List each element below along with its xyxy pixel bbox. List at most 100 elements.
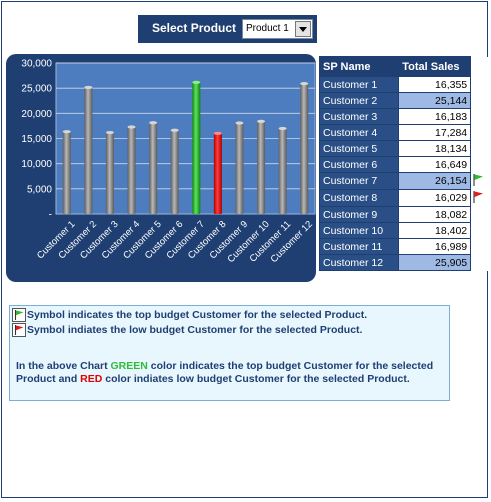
- green-flag-icon: [12, 308, 26, 322]
- sales-table: SP Name Total Sales Customer 1 16,355 Cus…: [318, 56, 491, 271]
- row-name: Customer 4: [318, 124, 400, 141]
- flag-cell: [470, 124, 491, 141]
- table-row: Customer 10 18,402: [318, 222, 491, 239]
- legend-red-word: RED: [80, 372, 103, 385]
- row-value: 16,355: [398, 76, 472, 93]
- y-tick-label: 30,000: [21, 59, 52, 70]
- y-tick-label: 25,000: [21, 84, 52, 95]
- legend-top-text: Symbol indicates the top budget Customer…: [27, 308, 368, 321]
- flag-cell: [470, 238, 491, 255]
- product-selector-bar: Select Product Product 1: [138, 15, 317, 43]
- table-row: Customer 7 26,154: [318, 172, 491, 190]
- flag-cell: [470, 222, 491, 239]
- table-row: Customer 8 16,029: [318, 189, 491, 207]
- row-name: Customer 8: [318, 189, 400, 207]
- row-name: Customer 2: [318, 92, 400, 109]
- bar: [300, 83, 309, 214]
- table-row: Customer 1 16,355: [318, 76, 491, 93]
- bar: [127, 127, 136, 214]
- bar: [170, 130, 179, 214]
- bar: [84, 87, 93, 214]
- row-name: Customer 10: [318, 222, 400, 239]
- bar-cap: [300, 82, 309, 86]
- flag-cell: [470, 76, 491, 93]
- row-name: Customer 9: [318, 206, 400, 223]
- bar: [192, 82, 201, 214]
- red-flag-icon: [473, 190, 484, 203]
- row-value: 25,144: [398, 92, 472, 109]
- flag-column-header: [470, 56, 491, 77]
- legend-green-word: GREEN: [110, 360, 148, 372]
- bar-cap: [170, 128, 179, 132]
- sales-bar-chart: -5,00010,00015,00020,00025,00030,000Cust…: [21, 59, 316, 265]
- y-tick-label: 15,000: [21, 134, 52, 145]
- green-flag-icon: [473, 173, 484, 186]
- row-value: 26,154: [398, 172, 472, 190]
- select-product-label: Select Product: [152, 21, 237, 35]
- bar-cap: [257, 119, 266, 123]
- table-row: Customer 4 17,284: [318, 124, 491, 141]
- y-tick-label: 10,000: [21, 159, 52, 170]
- flag-cell: [470, 156, 491, 173]
- flag-cell: [470, 140, 491, 157]
- y-tick-label: 5,000: [27, 184, 52, 195]
- bar: [149, 122, 158, 214]
- bar: [257, 121, 266, 214]
- bar: [62, 131, 71, 214]
- row-value: 16,029: [398, 189, 472, 207]
- sales-chart-panel: -5,000 10,000 15,000 20,000 25,000 30,000 Cust…: [6, 54, 316, 282]
- bar: [213, 133, 222, 214]
- product-select-value: Product 1: [246, 23, 289, 34]
- bar: [105, 132, 114, 214]
- flag-cell: [470, 92, 491, 109]
- flag-cell: [470, 206, 491, 223]
- legend-box: Symbol indicates the top budget Customer…: [9, 305, 450, 401]
- flag-cell: [470, 254, 491, 271]
- table-row: Customer 9 18,082: [318, 206, 491, 223]
- row-value: 18,402: [398, 222, 472, 239]
- bar-cap: [105, 130, 114, 135]
- bar-cap: [62, 130, 71, 134]
- table-row: Customer 11 16,989: [318, 238, 491, 255]
- row-name: Customer 5: [318, 140, 400, 157]
- bar-cap: [84, 85, 93, 90]
- chevron-down-icon[interactable]: [295, 21, 311, 37]
- row-value: 18,134: [398, 140, 472, 157]
- bar-cap: [127, 125, 136, 129]
- red-flag-icon: [12, 323, 26, 337]
- row-value: 25,905: [398, 254, 472, 271]
- bar-cap: [149, 121, 158, 125]
- row-name: Customer 11: [318, 238, 400, 255]
- y-tick-label: -: [49, 210, 52, 221]
- bar: [278, 128, 287, 214]
- bar-cap: [235, 121, 244, 125]
- legend-top-line: Symbol indicates the top budget Customer…: [12, 308, 367, 322]
- header-total-sales: Total Sales: [398, 56, 472, 77]
- row-name: Customer 1: [318, 76, 400, 93]
- legend-para-suffix: color indiates low budget Customer for t…: [102, 372, 410, 385]
- header-sp-name: SP Name: [318, 56, 400, 77]
- bar-cap: [213, 131, 222, 135]
- product-select[interactable]: Product 1: [242, 19, 313, 39]
- bar: [235, 122, 244, 214]
- legend-paragraph: In the above Chart GREEN color indicates…: [16, 360, 446, 385]
- bar-cap: [192, 80, 201, 84]
- row-name: Customer 6: [318, 156, 400, 173]
- row-value: 17,284: [398, 124, 472, 141]
- row-name: Customer 12: [318, 254, 400, 271]
- row-value: 16,989: [398, 238, 472, 255]
- legend-low-text: Symbol indiates the low budget Customer …: [27, 323, 363, 336]
- row-value: 18,082: [398, 206, 472, 223]
- y-tick-label: 20,000: [21, 109, 52, 120]
- legend-low-line: Symbol indiates the low budget Customer …: [12, 323, 362, 337]
- row-name: Customer 7: [318, 172, 400, 190]
- flag-cell: [470, 189, 491, 207]
- row-name: Customer 3: [318, 108, 400, 125]
- row-value: 16,183: [398, 108, 472, 125]
- flag-cell: [470, 172, 491, 190]
- table-row: Customer 2 25,144: [318, 92, 491, 109]
- row-value: 16,649: [398, 156, 472, 173]
- legend-para-mid: color indicates the top budget Customer …: [16, 360, 434, 385]
- table-header-row: SP Name Total Sales: [318, 56, 491, 77]
- table-row: Customer 5 18,134: [318, 140, 491, 157]
